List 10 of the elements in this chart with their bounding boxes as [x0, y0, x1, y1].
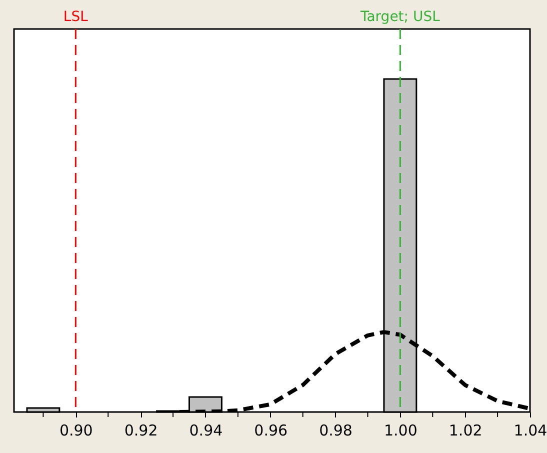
- x-tick-label: 0.96: [254, 422, 288, 440]
- x-tick-label: 0.92: [124, 422, 158, 440]
- x-tick-label: 1.04: [514, 422, 547, 440]
- x-tick-label: 0.90: [59, 422, 93, 440]
- ref-line-label: Target; USL: [359, 9, 440, 25]
- x-tick-label: 1.02: [448, 422, 482, 440]
- x-tick-label: 0.94: [189, 422, 223, 440]
- x-tick-label: 0.98: [319, 422, 352, 440]
- x-tick-label: 1.00: [384, 422, 418, 440]
- ref-line-label: LSL: [63, 9, 88, 25]
